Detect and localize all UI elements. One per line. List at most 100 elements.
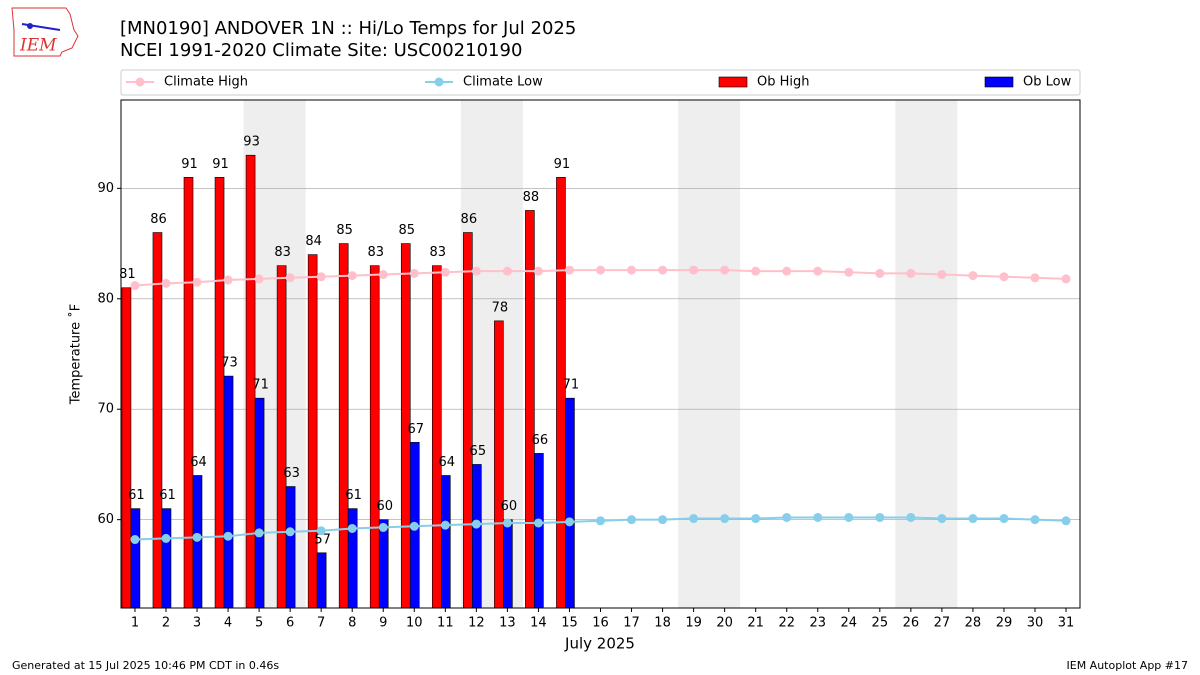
marker bbox=[254, 528, 264, 538]
data-label: 64 bbox=[439, 455, 456, 470]
marker bbox=[751, 514, 761, 524]
bar bbox=[214, 177, 225, 609]
marker bbox=[627, 515, 637, 525]
data-label: 91 bbox=[212, 157, 229, 172]
x-tick-label: 4 bbox=[224, 616, 232, 631]
bar bbox=[525, 210, 535, 609]
marker bbox=[968, 271, 978, 281]
footer-left: Generated at 15 Jul 2025 10:46 PM CDT in… bbox=[12, 659, 279, 672]
marker bbox=[658, 515, 668, 525]
bar bbox=[285, 486, 296, 609]
x-axis-label: July 2025 bbox=[564, 635, 635, 653]
marker bbox=[658, 265, 668, 275]
legend-label: Climate High bbox=[164, 75, 248, 90]
bar bbox=[463, 232, 473, 609]
marker bbox=[440, 267, 450, 277]
marker bbox=[440, 520, 450, 530]
weekend-shade bbox=[678, 100, 741, 608]
bar bbox=[276, 265, 287, 609]
x-tick-label: 29 bbox=[996, 616, 1013, 631]
marker bbox=[316, 526, 326, 536]
marker bbox=[782, 266, 792, 276]
plot-frame bbox=[120, 99, 1081, 609]
marker bbox=[1030, 273, 1040, 283]
bar bbox=[130, 508, 141, 609]
x-tick-label: 27 bbox=[934, 616, 951, 631]
legend-label: Ob High bbox=[757, 75, 810, 90]
legend-label: Climate Low bbox=[463, 75, 543, 90]
bar bbox=[307, 254, 318, 609]
bar bbox=[121, 287, 132, 609]
bar bbox=[338, 243, 349, 609]
marker bbox=[378, 522, 388, 532]
marker bbox=[192, 277, 202, 287]
x-tick-label: 12 bbox=[468, 616, 485, 631]
x-tick-label: 8 bbox=[348, 616, 356, 631]
marker bbox=[254, 274, 264, 284]
x-tick-label: 16 bbox=[592, 616, 609, 631]
bar bbox=[161, 508, 172, 609]
marker bbox=[844, 267, 854, 277]
data-label: 78 bbox=[492, 300, 509, 315]
marker bbox=[564, 265, 574, 275]
x-tick-label: 21 bbox=[747, 616, 764, 631]
marker bbox=[1061, 274, 1071, 284]
legend-marker bbox=[434, 77, 444, 87]
footer-right: IEM Autoplot App #17 bbox=[1067, 659, 1189, 672]
bar bbox=[369, 265, 380, 609]
y-tick-label: 80 bbox=[97, 291, 114, 306]
x-tick-label: 10 bbox=[406, 616, 423, 631]
data-label: 71 bbox=[563, 378, 580, 393]
data-label: 60 bbox=[501, 499, 518, 514]
x-tick-label: 5 bbox=[255, 616, 263, 631]
x-tick-label: 23 bbox=[809, 616, 826, 631]
marker bbox=[471, 519, 481, 529]
marker bbox=[875, 268, 885, 278]
marker bbox=[285, 527, 295, 537]
marker bbox=[161, 278, 171, 288]
legend-swatch bbox=[984, 76, 1014, 88]
x-tick-label: 22 bbox=[778, 616, 795, 631]
data-label: 60 bbox=[376, 499, 393, 514]
x-tick-label: 18 bbox=[654, 616, 671, 631]
y-axis-label: Temperature ˚F bbox=[68, 304, 84, 405]
data-label: 91 bbox=[181, 157, 198, 172]
marker bbox=[564, 517, 574, 527]
marker bbox=[502, 518, 512, 528]
x-tick-label: 15 bbox=[561, 616, 578, 631]
marker bbox=[409, 268, 419, 278]
marker bbox=[502, 266, 512, 276]
marker bbox=[720, 514, 730, 524]
marker bbox=[720, 265, 730, 275]
marker bbox=[316, 272, 326, 282]
bar bbox=[440, 475, 451, 609]
bar bbox=[254, 397, 265, 609]
marker bbox=[937, 269, 947, 279]
x-tick-label: 6 bbox=[286, 616, 294, 631]
x-tick-label: 20 bbox=[716, 616, 733, 631]
bar bbox=[347, 508, 358, 609]
marker bbox=[130, 535, 140, 545]
bar bbox=[431, 265, 442, 609]
bar bbox=[472, 464, 482, 609]
marker bbox=[192, 532, 202, 542]
x-tick-label: 3 bbox=[193, 616, 201, 631]
marker bbox=[844, 512, 854, 522]
marker bbox=[627, 265, 637, 275]
x-tick-label: 14 bbox=[530, 616, 547, 631]
data-label: 83 bbox=[430, 245, 447, 260]
legend-marker bbox=[135, 77, 145, 87]
bar bbox=[534, 453, 544, 609]
data-label: 61 bbox=[159, 488, 176, 503]
marker bbox=[596, 265, 605, 275]
marker bbox=[223, 531, 233, 541]
data-label: 83 bbox=[367, 245, 384, 260]
x-tick-label: 19 bbox=[685, 616, 702, 631]
x-tick-label: 2 bbox=[162, 616, 170, 631]
marker bbox=[409, 521, 419, 531]
marker bbox=[1061, 516, 1071, 526]
data-label: 64 bbox=[190, 455, 207, 470]
marker bbox=[378, 269, 388, 279]
marker bbox=[347, 523, 357, 533]
bar bbox=[565, 397, 575, 609]
